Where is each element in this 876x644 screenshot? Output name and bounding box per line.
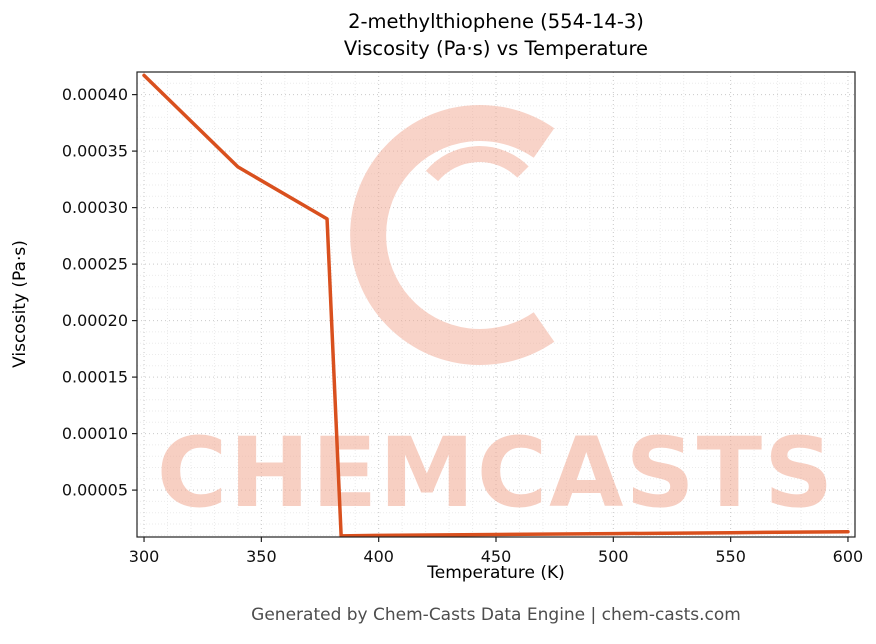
x-axis-label: Temperature (K) bbox=[427, 563, 565, 583]
y-tick-label: 0.00015 bbox=[62, 368, 128, 387]
watermark-logo-inner-arc bbox=[425, 146, 529, 182]
y-tick-label: 0.00020 bbox=[62, 311, 128, 330]
x-tick-label: 350 bbox=[246, 547, 277, 566]
y-tick-label: 0.00040 bbox=[62, 85, 128, 104]
watermark-logo-outer-arc bbox=[350, 105, 555, 365]
axis-tick-marks bbox=[132, 94, 849, 542]
y-tick-label: 0.00030 bbox=[62, 198, 128, 217]
x-tick-label: 300 bbox=[129, 547, 160, 566]
y-tick-label: 0.00005 bbox=[62, 481, 128, 500]
x-tick-label: 500 bbox=[598, 547, 629, 566]
chart-title: 2-methylthiophene (554-14-3) Viscosity (… bbox=[137, 8, 855, 62]
x-tick-label: 450 bbox=[481, 547, 512, 566]
series-line bbox=[142, 73, 850, 537]
y-tick-labels: 0.00005 0.00010 0.00015 0.00020 0.00025 0.000… bbox=[62, 85, 128, 500]
x-tick-label: 400 bbox=[363, 547, 394, 566]
x-tick-labels: 300 350 400 450 500 550 600 bbox=[129, 547, 863, 566]
y-tick-label: 0.00035 bbox=[62, 142, 128, 161]
y-tick-label: 0.00025 bbox=[62, 255, 128, 274]
chart-title-line1: 2-methylthiophene (554-14-3) bbox=[348, 10, 644, 33]
footer-attribution: Generated by Chem-Casts Data Engine | ch… bbox=[251, 605, 741, 625]
grid-minor-lines bbox=[137, 71, 855, 537]
watermark-logo-icon bbox=[350, 105, 555, 365]
x-tick-label: 550 bbox=[715, 547, 746, 566]
watermark-text: CHEMCASTS bbox=[157, 417, 835, 529]
chart-title-line2: Viscosity (Pa·s) vs Temperature bbox=[343, 37, 649, 60]
y-tick-label: 0.00010 bbox=[62, 424, 128, 443]
y-axis-label: Viscosity (Pa·s) bbox=[10, 240, 30, 368]
x-tick-label: 600 bbox=[833, 547, 864, 566]
